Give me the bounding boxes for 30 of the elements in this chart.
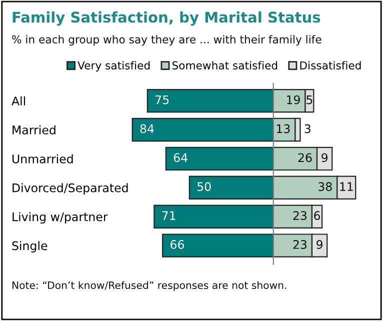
chart-subtitle: % in each group who say they are ... with their family life [12,35,322,46]
data-label: 11 [340,182,353,191]
data-label: 9 [322,153,328,162]
data-label: 23 [293,211,306,220]
data-label: 19 [287,95,300,104]
y-tick-label: Divorced/Separated [12,183,128,195]
data-label: 26 [298,153,312,162]
data-label: 6 [314,211,320,220]
data-label: 84 [140,124,154,134]
data-label: 38 [318,182,332,192]
y-tick-label: All [12,96,25,106]
data-label: 75 [156,95,169,104]
data-label: 3 [304,124,310,134]
data-label: 9 [316,240,322,249]
data-label: 66 [170,240,184,249]
series-label: Somewhat satisfied [172,61,278,70]
y-tick-label: Single [12,241,48,252]
y-tick-label: Unmarried [12,154,73,164]
data-label: 23 [293,240,306,249]
chart-title: Family Satisfaction, by Marital Status [12,11,320,26]
data-label: 50 [197,182,211,192]
legend-label: Dissatisfied [300,61,361,70]
data-label: 5 [306,95,312,104]
data-label: 64 [174,153,188,162]
legend-label: Very satisfied [78,61,150,72]
data-label: 71 [162,211,176,220]
data-label: 13 [276,124,290,134]
y-tick-label: Living w/partner [12,212,108,224]
text: Note: “Don’t know/Refused” responses are not shown. [12,281,286,292]
y-tick-label: Married [12,125,56,134]
